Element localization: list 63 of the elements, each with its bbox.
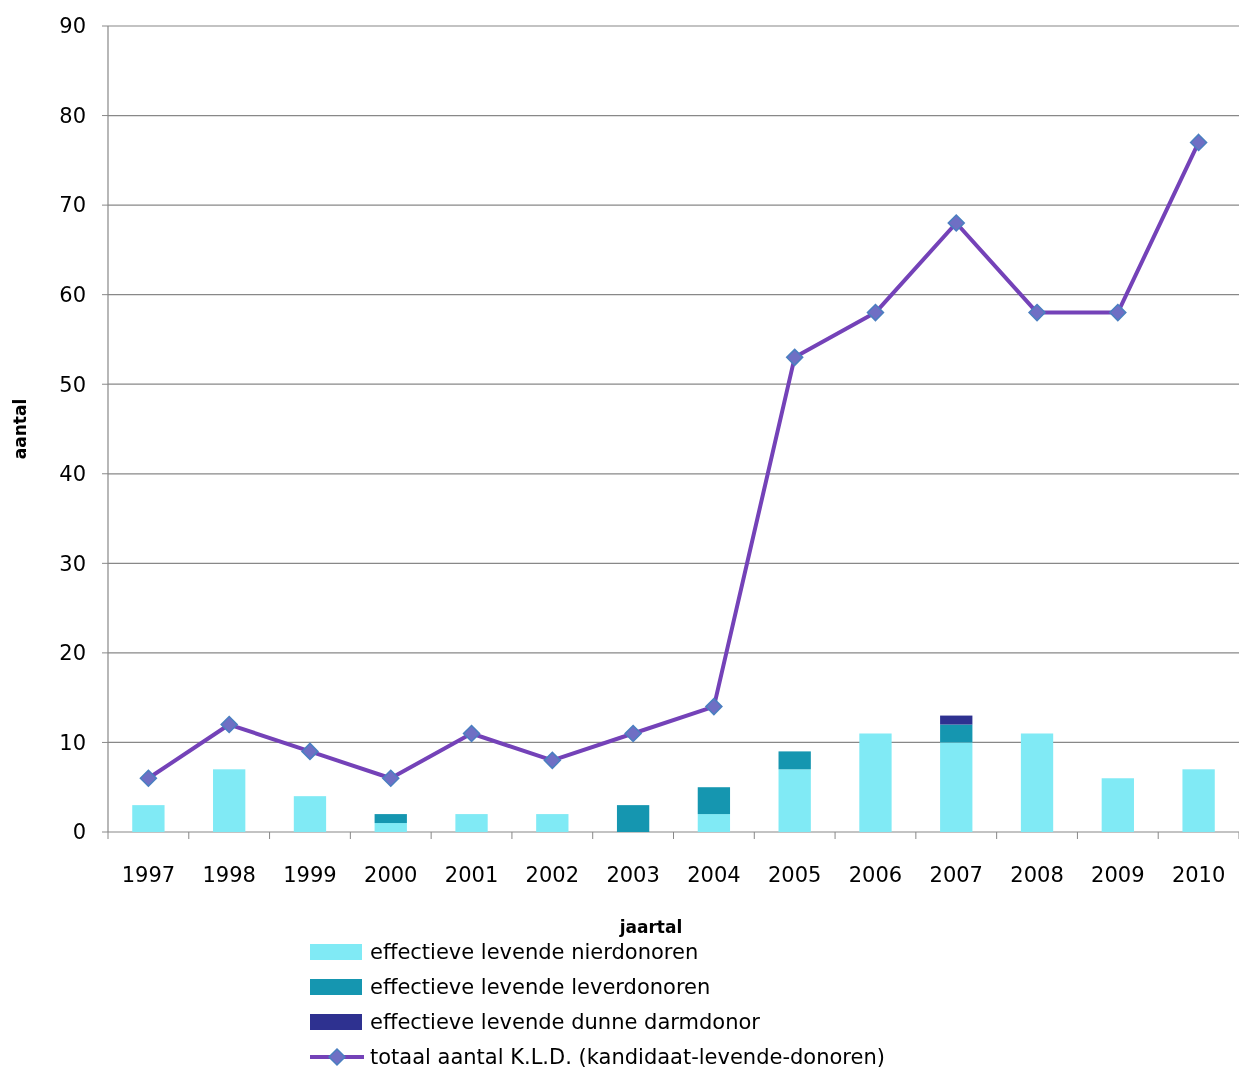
y-tick-label: 30 [59,551,86,576]
x-tick-label: 1998 [202,863,256,887]
y-tick-label: 60 [59,283,86,308]
y-tick-label: 0 [72,820,86,845]
bar [374,823,407,832]
legend-label: effectieve levende nierdonoren [370,940,699,965]
x-tick-label: 2001 [444,863,499,887]
bar [940,724,973,743]
x-tick-label: 2008 [1010,863,1064,887]
point [462,724,481,743]
y-tick-label: 40 [59,462,86,487]
x-tick-label: 2005 [767,863,822,887]
y-tick-label: 50 [59,372,86,397]
bar [1101,778,1134,832]
bar [940,715,973,725]
bar [132,805,165,832]
x-axis-title: jaartal [618,917,683,937]
point [866,303,885,322]
bar [697,814,731,832]
legend-label: effectieve levende leverdonoren [370,975,711,1000]
bar [616,805,650,832]
x-tick-label: 2000 [364,863,418,887]
y-tick-label: 20 [59,641,86,666]
x-tick-label: 2003 [606,863,660,887]
y-tick-label: 90 [59,14,86,39]
point [947,214,965,232]
point [1028,303,1046,322]
bar [213,769,246,832]
x-tick-label: 1999 [283,863,337,887]
point [1189,133,1208,152]
x-tick-label: 2007 [929,863,983,887]
x-tick-label: 1997 [121,863,176,887]
x-tick-label: 2006 [848,863,903,887]
y-tick-label: 10 [59,730,86,755]
x-tick-label: 2004 [687,863,741,887]
point [220,715,238,734]
y-axis-title: aantal [10,398,30,460]
bar [293,796,327,832]
bar [1182,769,1215,832]
bar [374,814,407,824]
point [301,742,319,761]
bar [697,787,731,815]
bar [536,814,569,832]
bar [778,751,811,770]
x-tick-label: 2002 [525,863,580,887]
legend-label: totaal aantal K.L.D. (kandidaat-levende-donoren) [370,1045,885,1070]
point [139,769,158,788]
bar [778,769,811,832]
point [543,751,562,770]
x-tick-label: 2010 [1171,863,1226,887]
bar [1020,733,1054,832]
point [705,697,723,716]
x-tick-label: 2009 [1091,863,1145,887]
bar [940,742,973,832]
point [624,724,642,743]
bar [455,814,488,832]
y-tick-label: 70 [59,193,86,218]
point [1109,303,1127,322]
bar [859,733,892,832]
point [785,348,804,367]
legend-label: effectieve levende dunne darmdonor [370,1010,761,1035]
point [382,769,400,788]
y-tick-label: 80 [59,103,86,128]
